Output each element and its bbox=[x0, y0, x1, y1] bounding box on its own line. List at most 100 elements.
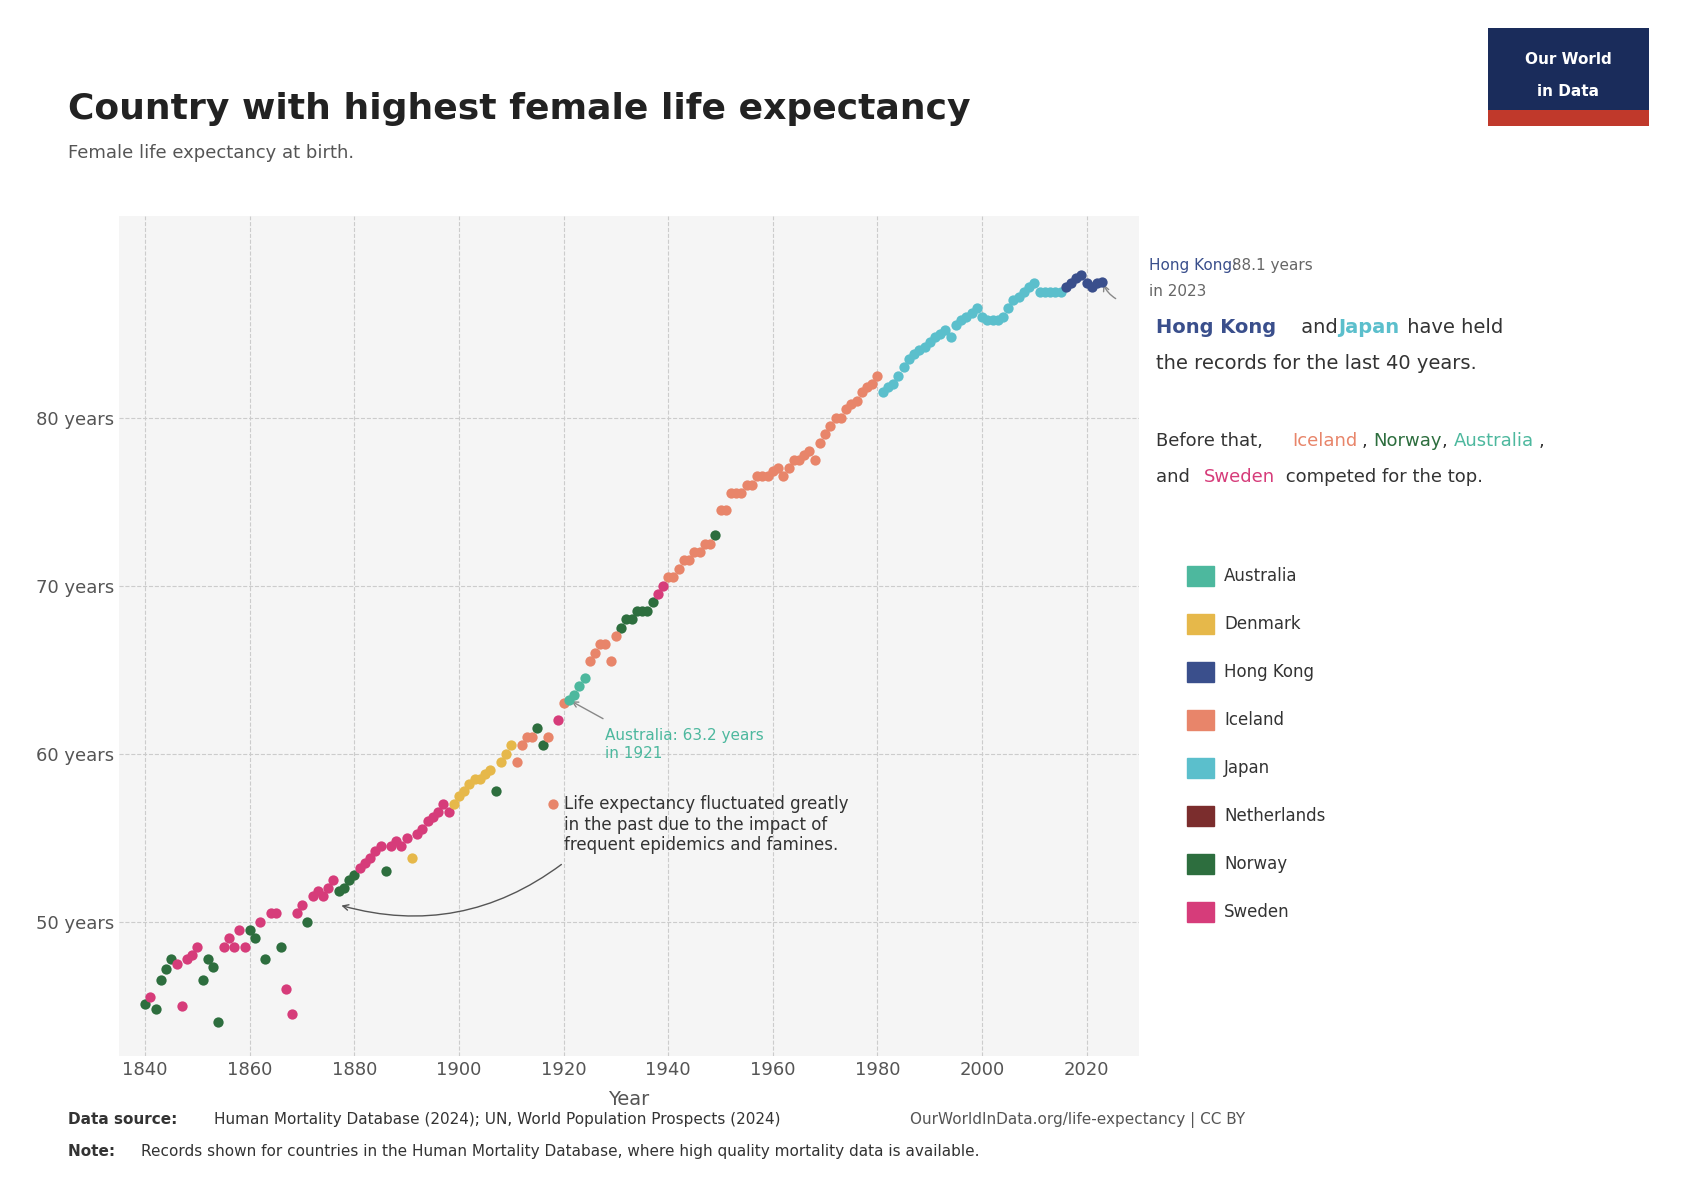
Text: Australia: 63.2 years
in 1921: Australia: 63.2 years in 1921 bbox=[605, 728, 765, 761]
Point bbox=[408, 820, 435, 839]
Point bbox=[619, 610, 646, 629]
Point bbox=[796, 442, 823, 461]
Point bbox=[717, 484, 745, 503]
Point bbox=[1078, 277, 1105, 296]
Point bbox=[466, 769, 493, 788]
Point bbox=[524, 719, 551, 738]
Point bbox=[801, 450, 828, 469]
Point bbox=[566, 677, 593, 696]
Point bbox=[377, 836, 405, 856]
Point bbox=[823, 408, 850, 427]
Point bbox=[634, 601, 661, 620]
Text: OurWorldInData.org/life-expectancy | CC BY: OurWorldInData.org/life-expectancy | CC … bbox=[910, 1112, 1244, 1128]
Point bbox=[702, 526, 729, 545]
Point bbox=[649, 576, 677, 595]
Point bbox=[1027, 282, 1054, 301]
Point bbox=[1000, 290, 1027, 310]
Point bbox=[415, 811, 442, 830]
Text: ,: , bbox=[1538, 432, 1544, 450]
Point bbox=[539, 794, 566, 814]
Point bbox=[382, 832, 410, 851]
Point bbox=[858, 374, 886, 394]
Text: Country with highest female life expectancy: Country with highest female life expecta… bbox=[68, 92, 971, 126]
Point bbox=[289, 895, 316, 914]
Text: the records for the last 40 years.: the records for the last 40 years. bbox=[1156, 354, 1477, 373]
Point bbox=[136, 988, 163, 1007]
Point bbox=[450, 781, 478, 800]
Point bbox=[644, 584, 672, 604]
Text: Data source:: Data source: bbox=[68, 1112, 182, 1128]
Point bbox=[299, 887, 326, 906]
Point bbox=[984, 311, 1012, 330]
Point bbox=[639, 593, 666, 612]
Point bbox=[529, 736, 556, 755]
Point bbox=[388, 836, 415, 856]
Point bbox=[204, 1013, 231, 1032]
Point bbox=[906, 341, 933, 360]
Point bbox=[556, 690, 583, 709]
Point bbox=[148, 971, 175, 990]
Point bbox=[184, 937, 211, 956]
Point bbox=[493, 744, 520, 763]
Point bbox=[1020, 274, 1047, 293]
Point bbox=[445, 786, 473, 805]
Text: Hong Kong:: Hong Kong: bbox=[1149, 258, 1238, 272]
Point bbox=[551, 694, 578, 713]
Point bbox=[692, 534, 719, 553]
Point bbox=[216, 929, 243, 948]
Point bbox=[267, 937, 294, 956]
Point bbox=[592, 635, 619, 654]
Point bbox=[828, 408, 855, 427]
Point bbox=[534, 727, 561, 746]
Text: Sweden: Sweden bbox=[1224, 902, 1290, 922]
Point bbox=[964, 299, 991, 318]
Point bbox=[330, 878, 357, 898]
Point bbox=[440, 794, 468, 814]
Point bbox=[435, 803, 462, 822]
Point bbox=[488, 752, 515, 772]
Point bbox=[607, 618, 634, 637]
Point bbox=[576, 652, 604, 671]
Text: Japan: Japan bbox=[1338, 318, 1399, 337]
Point bbox=[942, 316, 969, 335]
Point bbox=[680, 542, 707, 562]
Text: Hong Kong: Hong Kong bbox=[1224, 662, 1314, 680]
Point bbox=[959, 304, 986, 323]
X-axis label: Year: Year bbox=[609, 1090, 649, 1109]
Point bbox=[168, 996, 196, 1015]
Point bbox=[571, 668, 598, 688]
Point bbox=[952, 307, 979, 326]
Point bbox=[272, 979, 299, 998]
Point bbox=[335, 870, 362, 889]
Point bbox=[544, 710, 571, 730]
Point bbox=[765, 458, 792, 478]
Point bbox=[483, 781, 510, 800]
Point bbox=[367, 836, 394, 856]
Point bbox=[508, 736, 536, 755]
Point bbox=[755, 467, 782, 486]
Point bbox=[325, 882, 352, 901]
Point bbox=[503, 752, 530, 772]
Text: ,: , bbox=[1362, 432, 1374, 450]
Point bbox=[947, 311, 974, 330]
Point bbox=[178, 946, 206, 965]
Point bbox=[790, 445, 818, 464]
Text: and: and bbox=[1295, 318, 1345, 337]
Text: Australia: Australia bbox=[1224, 566, 1297, 584]
Point bbox=[1042, 282, 1069, 301]
Point bbox=[775, 458, 802, 478]
Point bbox=[597, 652, 624, 671]
Point bbox=[246, 912, 274, 931]
Point bbox=[743, 467, 770, 486]
Point bbox=[1057, 274, 1085, 293]
Point bbox=[279, 1004, 306, 1024]
Point bbox=[1068, 265, 1095, 284]
Point bbox=[901, 344, 928, 364]
Point bbox=[347, 858, 374, 877]
Point bbox=[1062, 269, 1090, 288]
Point bbox=[163, 954, 190, 973]
Point bbox=[252, 949, 279, 968]
Point bbox=[513, 727, 541, 746]
Point bbox=[879, 374, 906, 394]
Text: Denmark: Denmark bbox=[1224, 614, 1300, 634]
